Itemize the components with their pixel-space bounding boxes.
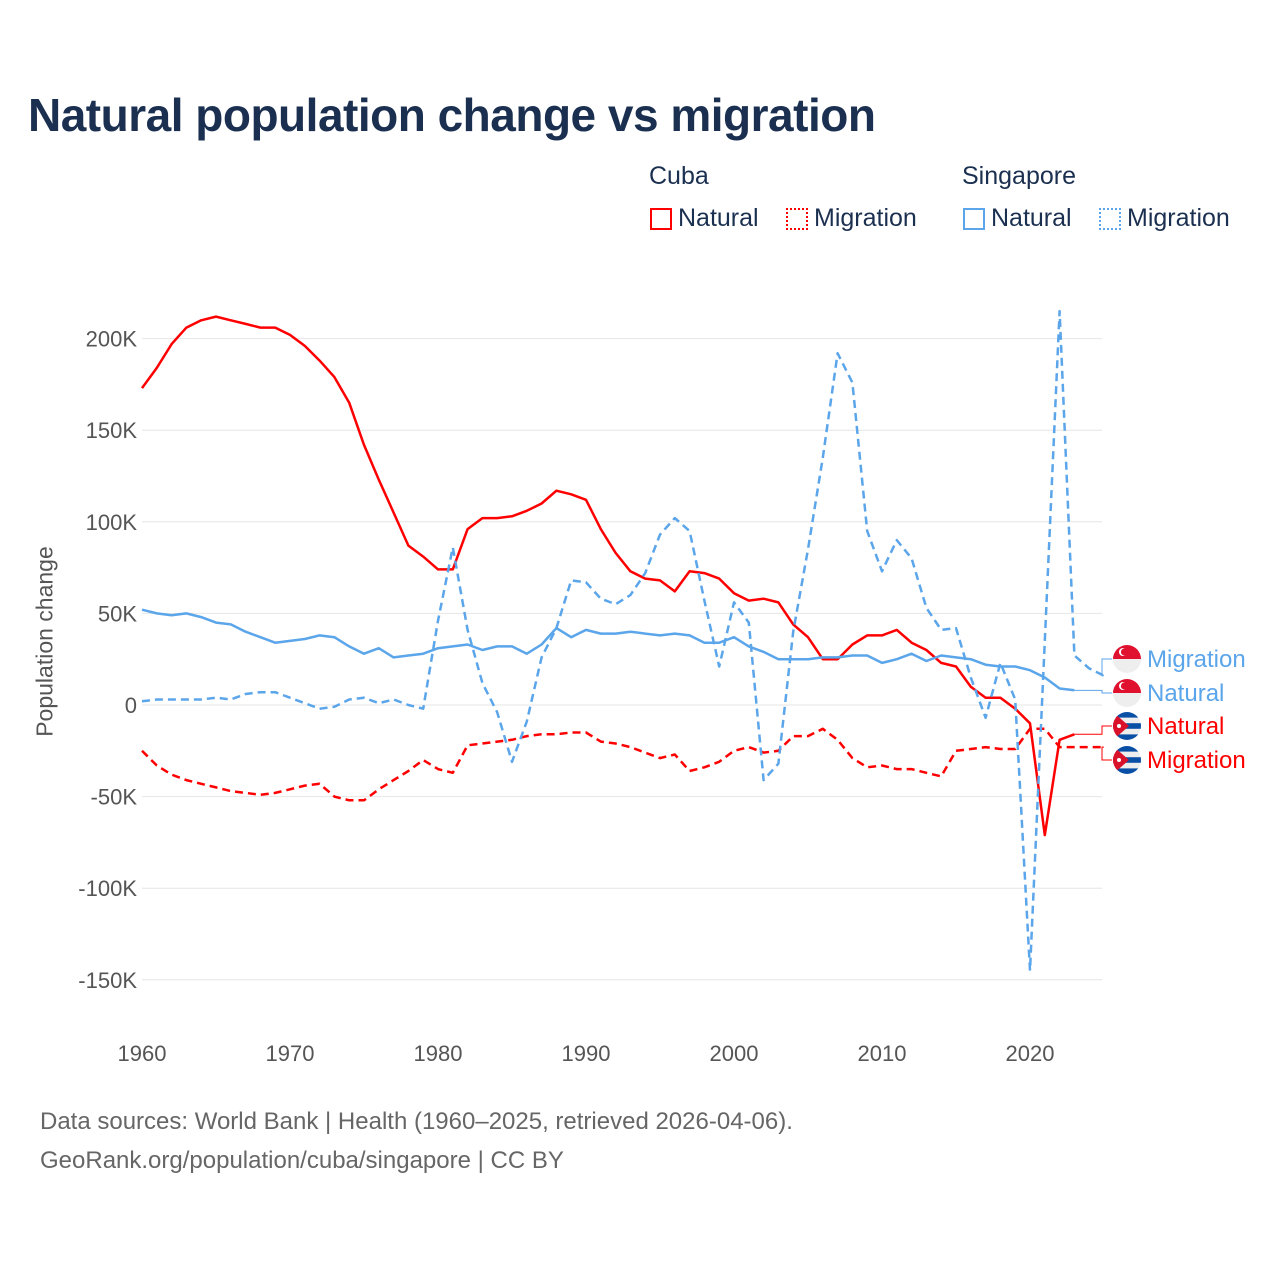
y-tick-label: -150K [78,968,137,993]
flag-stripe [1113,746,1141,752]
flag-shape [1113,712,1141,740]
legend-singapore-migration[interactable]: Migration [1099,204,1230,233]
legend-cuba-migration[interactable]: Migration [786,204,917,233]
x-tick-label: 1970 [266,1041,315,1066]
end-label-singapore-migration: Migration [1147,646,1246,673]
flag-red-band [1113,679,1141,693]
series-line-cuba-natural [140,315,1075,837]
end-label-singapore-natural: Natural [1147,680,1224,707]
legend-label: Migration [1127,204,1230,232]
flag-white-band [1113,693,1141,707]
legend-cuba-natural[interactable]: Natural [650,204,759,233]
y-tick-label: -50K [91,785,138,810]
y-tick-label: -100K [78,876,137,901]
y-tick-label: 50K [98,601,137,626]
label-connector [1074,725,1112,735]
x-tick-label: 1960 [118,1041,167,1066]
flag-bg [1113,712,1141,740]
crescent-cut [1120,648,1129,656]
singapore-flag-icon [1113,679,1141,707]
dotted-swatch-icon [1099,207,1121,230]
cuba-flag-icon [1113,746,1141,774]
crescent-cut [1120,682,1129,690]
flag-triangle [1113,712,1129,740]
singapore-flag-icon [1113,645,1141,673]
flag-bg [1113,746,1141,774]
star-icon [1117,724,1121,728]
legend-singapore-natural[interactable]: Natural [963,204,1072,233]
flag-triangle [1113,746,1129,774]
end-label-cuba-natural: Natural [1147,713,1224,740]
chart-title: Natural population change vs migration [28,89,876,141]
flag-stripe [1113,734,1141,740]
legend-label: Migration [814,204,917,232]
cuba-flag-icon [1113,712,1141,740]
label-connector [1101,658,1112,677]
series-line-singapore-migration [141,309,1105,972]
legend-label: Natural [678,204,759,232]
series-line-cuba-migration [141,727,1104,802]
star-icon [1117,758,1121,762]
solid-swatch-icon [650,207,672,230]
legend-group-singapore: Singapore [962,162,1076,190]
x-tick-label: 1980 [414,1041,463,1066]
flag-shape [1113,746,1141,774]
y-tick-label: 150K [86,418,138,443]
x-tick-label: 2000 [710,1041,759,1066]
label-connector [1074,689,1112,694]
source-line-1: Data sources: World Bank | Health (1960–… [40,1108,793,1135]
flag-shape [1113,645,1141,673]
flag-shape [1113,679,1141,707]
source-line-2[interactable]: GeoRank.org/population/cuba/singapore | … [40,1147,564,1174]
crescent-icon [1119,648,1127,656]
dotted-swatch-icon [786,207,808,230]
label-connector [1101,746,1112,761]
solid-swatch-icon [963,207,985,230]
legend-group-cuba: Cuba [649,162,709,190]
flag-stripe [1113,757,1141,763]
y-tick-label: 200K [86,327,138,352]
series-line-singapore-natural [141,608,1075,692]
x-tick-label: 1990 [562,1041,611,1066]
legend-label: Natural [991,204,1072,232]
crescent-icon [1119,682,1127,690]
x-tick-label: 2010 [858,1041,907,1066]
x-tick-label: 2020 [1006,1041,1055,1066]
y-axis-label: Population change [31,546,58,737]
y-tick-label: 0 [125,693,137,718]
flag-stripe [1113,723,1141,729]
flag-stripe [1113,768,1141,774]
flag-stripe [1113,712,1141,718]
y-tick-label: 100K [86,510,138,535]
end-label-cuba-migration: Migration [1147,747,1246,774]
flag-red-band [1113,645,1141,659]
flag-white-band [1113,659,1141,673]
